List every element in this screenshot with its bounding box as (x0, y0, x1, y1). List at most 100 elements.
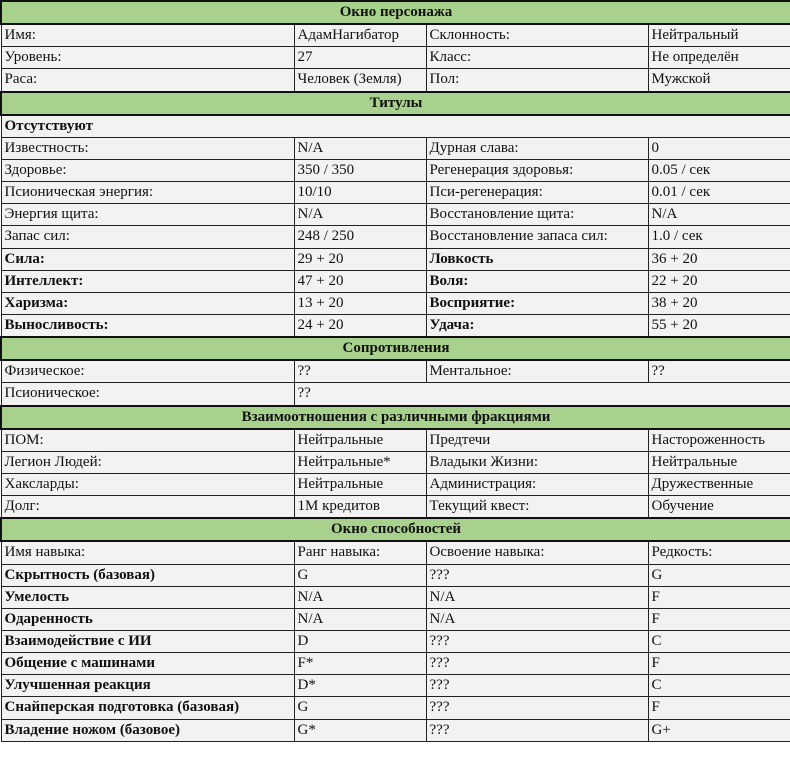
field-label: Интеллект: (0, 269, 295, 293)
field-label: Псионическое: (0, 382, 295, 407)
field-value: 47 + 20 (293, 269, 427, 293)
table-row: Улучшенная реакция D*??? C (0, 674, 790, 698)
section-title: Окно персонажа (0, 0, 790, 26)
section-title: Титулы (0, 90, 790, 116)
field-value: D* (293, 674, 427, 698)
table-row: Харизма: 13 + 20 Восприятие: 38 + 20 (0, 291, 790, 315)
field-value: 29 + 20 (293, 247, 427, 271)
field-label: Класс: (425, 46, 649, 70)
table-row: Выносливость: 24 + 20 Удача: 55 + 20 (0, 313, 790, 338)
field-label: Регенерация здоровья: (425, 158, 649, 183)
field-label: Ловкость (425, 247, 649, 271)
table-row: Псионическая энергия: 10/10 Пси-регенераци… (0, 181, 790, 205)
field-label: Пси-регенерация: (425, 181, 649, 205)
field-value: 22 + 20 (647, 269, 790, 293)
section-header-row: Окно способностей (0, 517, 790, 543)
field-value: 350 / 350 (293, 158, 427, 183)
field-label: N/A (425, 585, 649, 609)
field-label: Скрытность (базовая) (0, 563, 295, 587)
field-label: Общение с машинами (0, 652, 295, 676)
field-value: Нейтральные* (293, 450, 427, 474)
field-label: Восстановление щита: (425, 203, 649, 227)
field-value: F (647, 652, 790, 676)
table-row: Сила: 29 + 20 Ловкость 36 + 20 (0, 247, 790, 271)
field-value: F (647, 696, 790, 720)
field-value: ?? (293, 359, 427, 384)
field-value: 1М кредитов (293, 495, 427, 519)
field-label: Владение ножом (базовое) (0, 718, 295, 742)
table-row: Взаимодействие с ИИ D??? C (0, 629, 790, 654)
field-value: F (647, 585, 790, 609)
field-label: ??? (425, 652, 649, 676)
field-label: ??? (425, 563, 649, 587)
field-value: 0.01 / сек (647, 181, 790, 205)
field-label: ??? (425, 718, 649, 742)
field-label: Склонность: (425, 23, 649, 48)
field-value: Нейтральные (647, 450, 790, 474)
field-value: 1.0 / сек (647, 225, 790, 249)
field-label: Улучшенная реакция (0, 674, 295, 698)
table-row: Владение ножом (базовое) G*??? G+ (0, 718, 790, 742)
field-label: Уровень: (0, 46, 295, 70)
section-header-row: Взаимоотношения с различными фракциями (0, 404, 790, 430)
field-value: G (293, 563, 427, 587)
field-value: Нейтральный (647, 23, 790, 48)
field-value: G+ (647, 718, 790, 742)
field-value: 0 (647, 136, 790, 160)
field-label: Восприятие: (425, 291, 649, 315)
field-label: Освоение навыка: (425, 540, 649, 565)
field-value: 10/10 (293, 181, 427, 205)
field-value: Ранг навыка: (293, 540, 427, 565)
field-label: Пол: (425, 68, 649, 93)
field-label: ??? (425, 629, 649, 654)
field-value: Редкость: (647, 540, 790, 565)
field-label: N/A (425, 607, 649, 631)
field-label: Запас сил: (0, 225, 295, 249)
field-value: C (647, 629, 790, 654)
section-title: Окно способностей (0, 517, 790, 543)
field-label: Администрация: (425, 472, 649, 497)
field-value: N/A (293, 585, 427, 609)
field-value: 27 (293, 46, 427, 70)
field-value: 248 / 250 (293, 225, 427, 249)
table-row: ПОМ: Нейтральные Предтечи Настороженность (0, 428, 790, 452)
field-label: Долг: (0, 495, 295, 519)
field-value: F (647, 607, 790, 631)
field-label: Одаренность (0, 607, 295, 631)
field-value: 13 + 20 (293, 291, 427, 315)
field-value: ?? (647, 359, 790, 384)
field-label: Хаксларды: (0, 472, 295, 497)
table-row: Снайперская подготовка (базовая) G??? F (0, 696, 790, 720)
field-label: Отсутствуют (0, 114, 790, 138)
table-row: Энергия щита: N/A Восстановление щита: N/A (0, 203, 790, 227)
character-sheet-body: Окно персонажа Имя: АдамНагибатор Склонност… (0, 0, 790, 742)
field-value: Человек (Земля) (293, 68, 427, 93)
field-value: 36 + 20 (647, 247, 790, 271)
field-value: 38 + 20 (647, 291, 790, 315)
field-label: Легион Людей: (0, 450, 295, 474)
field-label: Предтечи (425, 428, 649, 452)
field-label: Умелость (0, 585, 295, 609)
field-value: 0.05 / сек (647, 158, 790, 183)
field-value: G (647, 563, 790, 587)
field-label: Воля: (425, 269, 649, 293)
table-row: Общение с машинами F*??? F (0, 652, 790, 676)
field-value: C (647, 674, 790, 698)
field-label: Дурная слава: (425, 136, 649, 160)
table-row: Псионическое:?? (0, 382, 790, 407)
table-row: Запас сил: 248 / 250 Восстановление запаса… (0, 225, 790, 249)
field-value: Нейтральные (293, 428, 427, 452)
field-label: Харизма: (0, 291, 295, 315)
character-sheet-table: Окно персонажа Имя: АдамНагибатор Склонност… (0, 0, 790, 742)
field-label: Раса: (0, 68, 295, 93)
section-header-row: Сопротивления (0, 336, 790, 362)
table-row: Интеллект: 47 + 20 Воля: 22 + 20 (0, 269, 790, 293)
table-row: Здоровье: 350 / 350 Регенерация здоровья: 0… (0, 158, 790, 183)
field-value: F* (293, 652, 427, 676)
field-value: 24 + 20 (293, 313, 427, 338)
field-label: Имя навыка: (0, 540, 295, 565)
field-label: Удача: (425, 313, 649, 338)
field-label: Здоровье: (0, 158, 295, 183)
table-row: Хаксларды: Нейтральные Администрация: Друже… (0, 472, 790, 497)
field-value: Обучение (647, 495, 790, 519)
